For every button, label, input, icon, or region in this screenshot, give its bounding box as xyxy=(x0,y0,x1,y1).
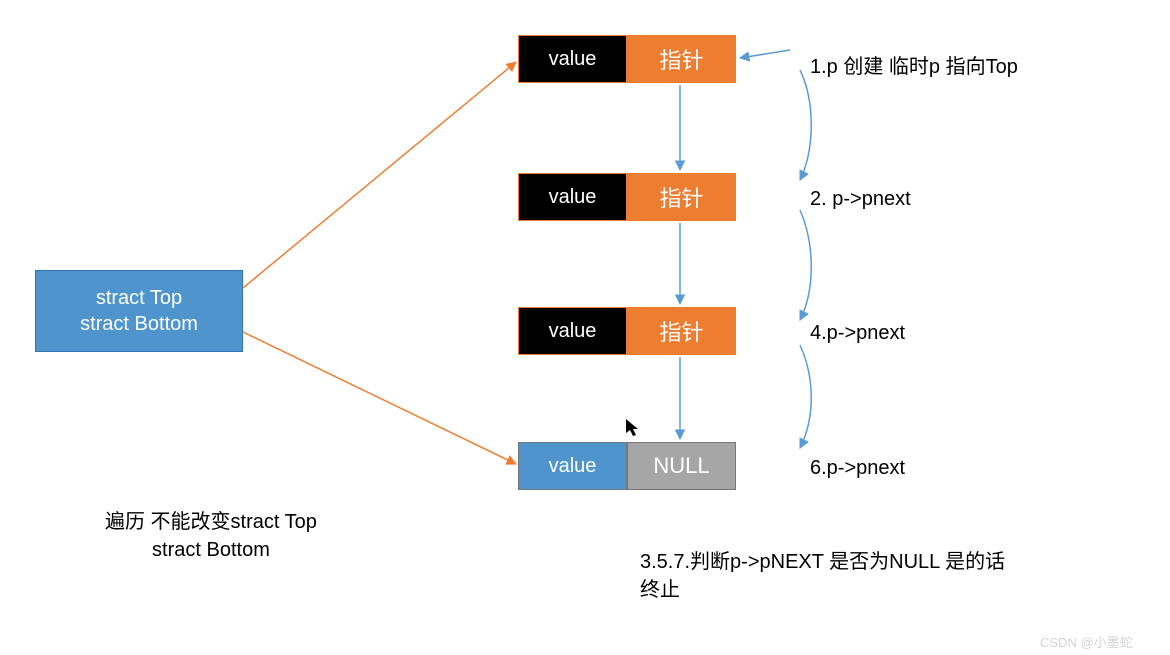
step-annotation: 1.p 创建 临时p 指向Top xyxy=(810,50,1018,79)
step-annotation: 2. p->pnext xyxy=(810,188,911,211)
node-value-cell: value xyxy=(518,442,627,490)
watermark: CSDN @小墨蛇 xyxy=(1040,632,1133,651)
node-pointer-cell: 指针 xyxy=(627,35,736,83)
step-annotation: 6.p->pnext xyxy=(810,457,905,480)
list-node: value 指针 xyxy=(518,307,736,355)
struct-box: stract Top stract Bottom xyxy=(35,270,243,352)
node-value-cell: value xyxy=(518,35,627,83)
step-annotation: 4.p->pnext xyxy=(810,322,905,345)
node-pointer-cell: 指针 xyxy=(627,173,736,221)
caption-condition: 3.5.7.判断p->pNEXT 是否为NULL 是的话 终止 xyxy=(640,548,1005,604)
list-node: value 指针 xyxy=(518,35,736,83)
list-node: value NULL xyxy=(518,442,736,490)
node-value-cell: value xyxy=(518,307,627,355)
node-value-cell: value xyxy=(518,173,627,221)
mouse-cursor-icon xyxy=(625,418,641,443)
node-pointer-cell: 指针 xyxy=(627,307,736,355)
caption-traverse: 遍历 不能改变stract Top stract Bottom xyxy=(105,508,317,564)
node-null-cell: NULL xyxy=(627,442,736,490)
struct-line1: stract Top xyxy=(80,285,198,311)
list-node: value 指针 xyxy=(518,173,736,221)
struct-line2: stract Bottom xyxy=(80,311,198,337)
